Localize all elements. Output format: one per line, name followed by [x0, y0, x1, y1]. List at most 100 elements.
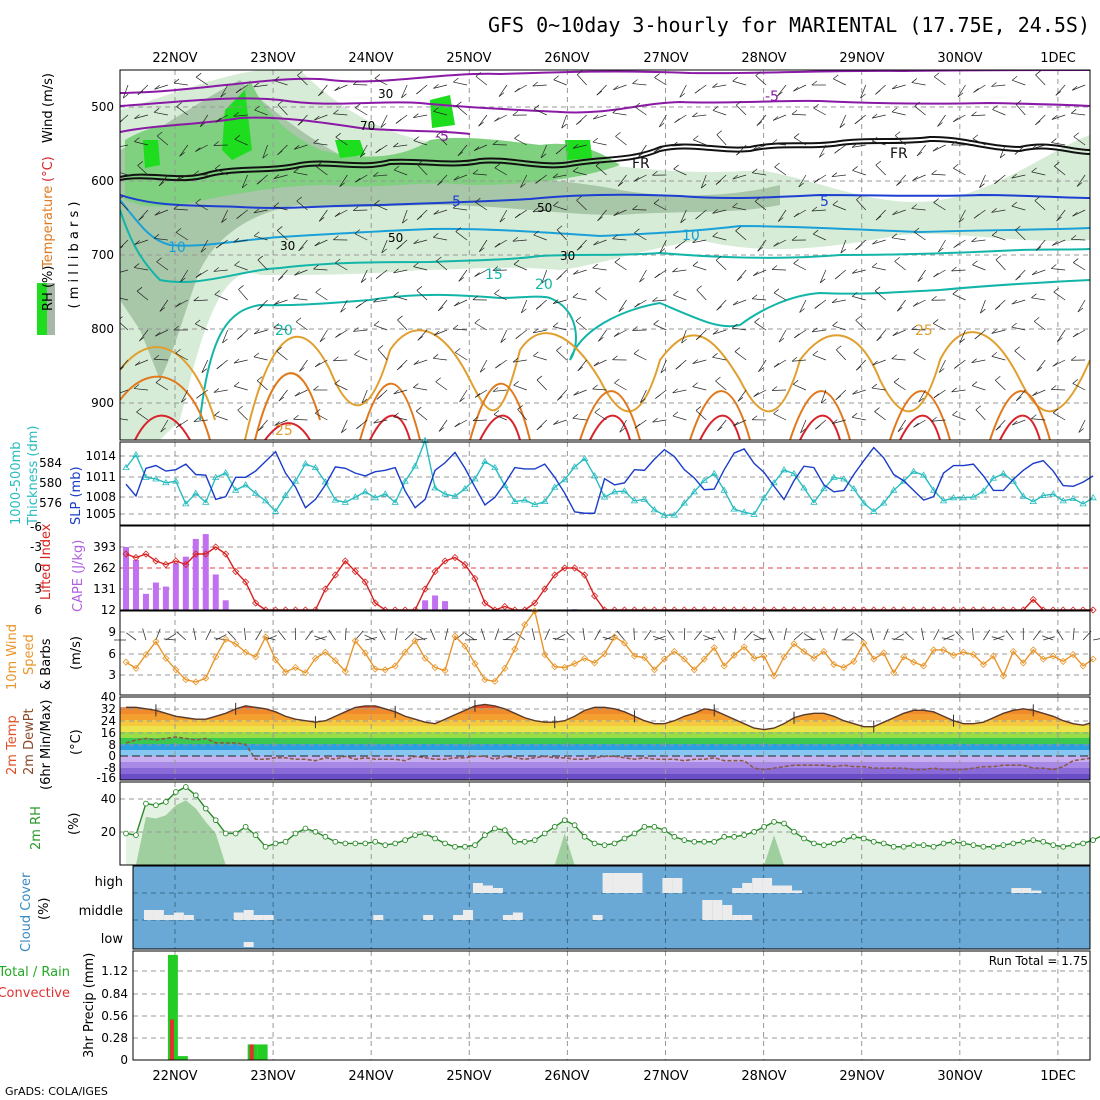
rh-line-point: [402, 837, 409, 843]
wind-barb-staff: [931, 419, 946, 422]
wind-barb-flag: [213, 388, 220, 393]
wind-barb-staff: [732, 80, 747, 86]
wind-barb-flag: [377, 345, 384, 350]
wind-barb-flag: [836, 345, 842, 351]
wind-barb-flag: [262, 153, 269, 159]
wind-barb-flag: [256, 376, 263, 381]
wind-speed-line-point: [132, 664, 140, 672]
wind-speed-line-point: [730, 651, 738, 659]
wind-barb-flag: [712, 232, 718, 237]
wind-barb-flag: [995, 425, 1002, 431]
wind-speed-line-point: [680, 655, 688, 663]
wind-barb-staff: [634, 232, 647, 241]
wind-barb-staff: [153, 358, 168, 361]
thickness-line-point: [202, 498, 210, 505]
li-line-point: [172, 557, 180, 565]
wind-barb-staff: [380, 114, 388, 128]
wind-barb-flag: [173, 204, 180, 210]
wind-barb-flag: [715, 256, 722, 261]
wind-barb-staff: [912, 174, 926, 181]
wind-barb-flag: [213, 267, 219, 272]
wind-barb-staff: [1071, 112, 1086, 116]
wind-barb-flag: [556, 346, 562, 351]
wind-barb-flag: [436, 131, 443, 136]
wind-barb-staff: [652, 299, 667, 302]
thickness-line-point: [1089, 494, 1097, 501]
thickness-line-point: [610, 488, 619, 495]
wind-barb-flag: [692, 112, 698, 117]
wind-barb-flag: [1036, 366, 1043, 372]
wind-barb-flag: [235, 88, 242, 94]
wind-barb: [743, 631, 753, 641]
wind-barb-staff: [214, 294, 228, 301]
wind-barb-flag: [334, 86, 340, 91]
precip-conv-bar: [249, 1044, 254, 1060]
wind-barb-staff: [214, 415, 228, 421]
wind-barb-flag: [732, 174, 738, 180]
wind-barb-staff: [277, 104, 288, 116]
wind-speed-line-point: [591, 659, 599, 667]
wind-barb-flag: [1052, 241, 1058, 246]
wind-barb-flag: [335, 132, 341, 138]
li-line-point: [182, 560, 190, 569]
wind-barb-staff: [474, 269, 488, 277]
wind-barb-staff: [577, 359, 587, 372]
wind-barb-flag: [716, 305, 722, 311]
contour-label: FR: [632, 156, 650, 172]
wind-barb-flag: [134, 240, 140, 245]
wind-barb-flag: [1052, 362, 1058, 367]
wind-barb-staff: [712, 110, 727, 116]
wind-label: Wind: [41, 110, 56, 143]
wind-barb-staff: [773, 413, 787, 421]
cape-bar: [432, 595, 439, 610]
wind-barb-staff: [136, 290, 149, 301]
li-line-point: [152, 557, 160, 565]
wind-barb-staff: [735, 230, 747, 241]
wind-barb-flag: [680, 218, 686, 224]
wind-barb-staff: [614, 261, 627, 271]
slp-series: [125, 446, 1094, 514]
wind-barb-flag: [276, 346, 282, 352]
wind-barb: [1041, 635, 1054, 641]
wind-barb-staff: [454, 299, 468, 307]
wind-barb-staff: [1071, 238, 1086, 241]
wind-barb-flag: [541, 278, 548, 284]
wind-barb-flag: [354, 350, 360, 355]
rh-line-point: [781, 820, 787, 827]
wind-barb-staff: [1015, 229, 1026, 241]
dewpt-ylabel: 2m DewPt: [22, 708, 37, 775]
wind-speed-line-point: [192, 678, 200, 686]
rh2m-ylabel: 2m RH: [29, 806, 44, 850]
cape-bar: [123, 547, 129, 610]
wind-barb-staff: [494, 114, 508, 122]
wind-barb-staff: [593, 359, 607, 367]
rh-line-point: [262, 843, 269, 850]
cloud-level-high: high: [95, 875, 123, 890]
wind-barb-staff: [1016, 389, 1026, 401]
wind-barb-staff: [475, 201, 488, 211]
wind-barb-flag: [575, 316, 582, 322]
cloud-box-high: [742, 883, 753, 893]
wind-speed-series: [122, 607, 1097, 686]
wind-barb-staff: [658, 114, 667, 128]
wind-barb-flag: [315, 288, 321, 293]
wind-barb-staff: [215, 168, 228, 176]
wind-barb-flag: [614, 257, 621, 263]
wind-barb-staff: [972, 138, 986, 146]
wind-barb-flag: [632, 326, 638, 331]
wind-barb-flag: [634, 423, 641, 429]
wind-barb-staff: [459, 389, 468, 403]
thickness-line-point: [541, 497, 549, 505]
wind-barb-staff: [176, 106, 189, 116]
wind-barb-staff: [273, 174, 288, 179]
li-line-point: [431, 567, 439, 576]
wind-barb-flag: [173, 325, 180, 331]
li-line-point: [441, 557, 449, 565]
wind-barb-staff: [138, 209, 149, 221]
wind-barb-staff: [855, 320, 867, 331]
wind-speed-line-point: [949, 651, 958, 659]
cape-tick: 393: [93, 540, 116, 554]
wind-barb-flag: [314, 362, 321, 368]
cloud-box-high: [732, 888, 743, 893]
wind-barb-flag: [854, 119, 861, 125]
